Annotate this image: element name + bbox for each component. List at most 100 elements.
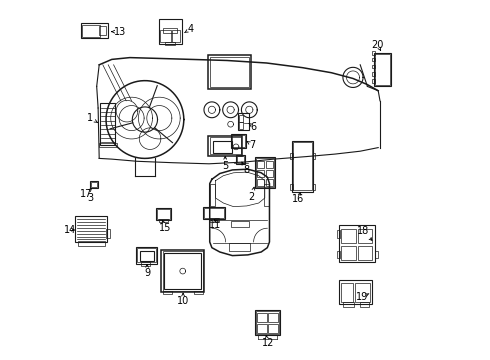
Bar xyxy=(313,153,315,159)
Text: 12: 12 xyxy=(262,338,274,348)
Text: 8: 8 xyxy=(244,165,249,175)
Bar xyxy=(163,291,172,294)
Bar xyxy=(238,156,245,163)
Text: 10: 10 xyxy=(177,296,189,306)
Bar xyxy=(372,79,374,83)
Bar xyxy=(343,302,354,307)
Bar xyxy=(159,19,182,44)
Bar xyxy=(339,225,374,262)
Bar xyxy=(236,155,245,164)
Bar xyxy=(216,218,219,222)
Text: 7: 7 xyxy=(249,140,255,150)
Bar xyxy=(266,170,273,177)
Bar xyxy=(292,141,313,192)
Bar xyxy=(313,184,315,190)
Bar xyxy=(269,324,278,333)
Text: 6: 6 xyxy=(250,122,257,132)
Bar xyxy=(136,247,157,264)
Bar xyxy=(106,229,110,238)
Bar xyxy=(208,55,251,89)
Text: 20: 20 xyxy=(371,40,384,50)
Bar xyxy=(172,30,180,42)
Bar xyxy=(264,184,270,206)
Bar xyxy=(266,161,273,168)
Bar xyxy=(159,219,168,222)
Bar xyxy=(372,65,374,68)
Text: 11: 11 xyxy=(209,220,221,230)
Bar xyxy=(358,229,372,243)
Bar xyxy=(266,179,273,186)
Bar xyxy=(341,283,353,302)
Bar xyxy=(372,58,374,61)
Bar xyxy=(375,54,390,85)
Bar xyxy=(82,25,99,37)
Text: 3: 3 xyxy=(87,193,93,203)
Bar xyxy=(164,253,201,289)
Bar xyxy=(360,302,369,307)
Bar xyxy=(341,246,356,260)
Bar xyxy=(257,324,268,333)
Bar xyxy=(256,311,279,334)
Bar xyxy=(99,143,117,147)
Bar xyxy=(229,243,250,251)
Text: 13: 13 xyxy=(114,27,126,37)
Bar xyxy=(339,280,372,304)
Bar xyxy=(75,216,107,242)
Bar xyxy=(208,136,243,156)
Bar xyxy=(141,262,149,266)
Bar xyxy=(257,170,264,177)
Bar xyxy=(204,208,224,218)
Bar xyxy=(358,246,372,260)
Bar xyxy=(90,181,98,188)
Bar xyxy=(100,103,116,145)
Bar xyxy=(256,158,274,187)
Bar xyxy=(81,23,108,38)
Bar xyxy=(374,251,378,258)
Bar xyxy=(165,42,175,45)
Bar xyxy=(231,134,246,148)
Bar xyxy=(156,208,171,220)
Bar xyxy=(255,157,275,188)
Bar xyxy=(231,221,249,227)
Bar xyxy=(374,53,391,86)
Bar xyxy=(337,230,341,238)
Bar xyxy=(77,241,104,246)
Bar xyxy=(372,51,374,55)
Bar xyxy=(239,122,243,129)
Bar xyxy=(162,250,204,292)
Bar xyxy=(355,283,370,302)
Text: 5: 5 xyxy=(222,161,228,171)
Bar xyxy=(210,57,249,87)
Bar xyxy=(337,251,341,258)
Bar xyxy=(210,137,241,154)
Bar xyxy=(291,153,293,159)
Bar xyxy=(232,135,245,147)
Text: 17: 17 xyxy=(80,189,93,199)
Bar xyxy=(91,182,98,187)
Text: 19: 19 xyxy=(356,292,368,302)
Bar xyxy=(257,161,264,168)
Text: 1: 1 xyxy=(87,113,93,123)
Text: 9: 9 xyxy=(144,268,150,278)
Bar xyxy=(255,310,280,335)
Bar xyxy=(163,251,202,291)
Bar xyxy=(291,184,293,190)
Bar xyxy=(239,115,243,122)
Bar xyxy=(213,141,232,153)
Text: 14: 14 xyxy=(64,225,76,235)
Bar xyxy=(257,313,268,322)
Bar xyxy=(269,313,278,322)
Bar xyxy=(137,248,156,262)
Bar xyxy=(160,30,171,42)
Bar xyxy=(372,72,374,76)
Text: 15: 15 xyxy=(159,222,171,233)
Bar xyxy=(293,142,312,190)
Bar xyxy=(202,207,225,219)
Text: 16: 16 xyxy=(292,194,304,204)
Bar xyxy=(99,26,106,35)
Bar xyxy=(209,218,218,222)
Text: 4: 4 xyxy=(188,24,194,34)
Bar xyxy=(140,251,153,261)
Bar xyxy=(257,179,264,186)
Bar xyxy=(157,209,170,219)
